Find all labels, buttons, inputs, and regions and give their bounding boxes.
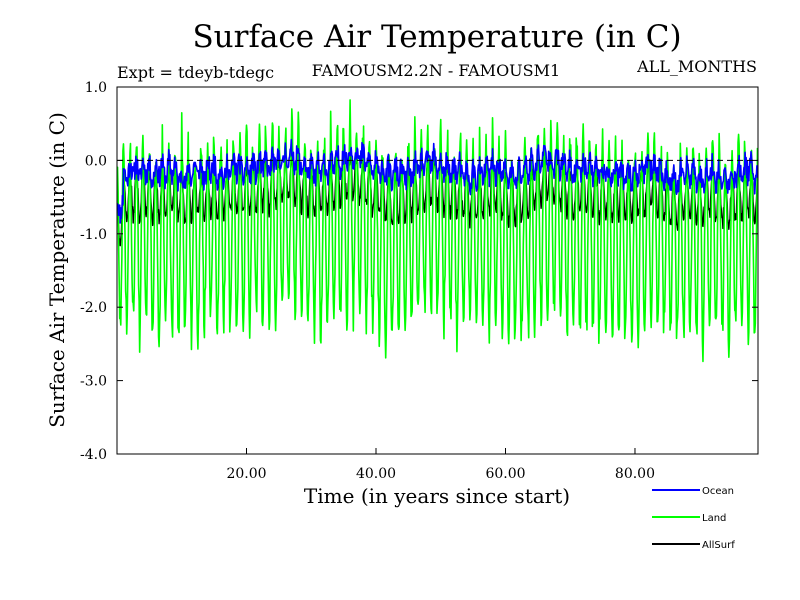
- y-tick-label: 0.0: [85, 153, 107, 169]
- legend-label-land: Land: [702, 513, 726, 524]
- chart-title: Surface Air Temperature (in C): [192, 19, 681, 55]
- y-tick-label: 1.0: [85, 80, 107, 96]
- x-tick-label: 80.00: [615, 466, 655, 482]
- chart-subtitle-left: Expt = tdeyb-tdegc: [117, 63, 274, 82]
- x-tick-label: 40.00: [356, 466, 396, 482]
- series-line-allsurf: [117, 156, 758, 247]
- legend-label-ocean: Ocean: [702, 486, 734, 497]
- plot-frame: [116, 86, 759, 455]
- y-axis-label: Surface Air Temperature (in C): [45, 112, 69, 428]
- x-axis: 20.00 40.00 60.00 80.00: [226, 448, 655, 482]
- x-tick-label: 60.00: [485, 466, 525, 482]
- y-tick-label: -2.0: [80, 300, 107, 316]
- x-tick-label: 20.00: [226, 466, 266, 482]
- series-line-land: [117, 99, 758, 363]
- y-axis: -4.0 -3.0 -2.0 -1.0 0.0 1.0: [80, 80, 758, 463]
- legend-label-allsurf: AllSurf: [702, 540, 735, 551]
- y-tick-label: -4.0: [80, 447, 107, 463]
- plot-series-layer: [117, 99, 758, 363]
- legend: Ocean Land AllSurf: [652, 486, 735, 551]
- chart-subtitle-right: ALL_MONTHS: [636, 57, 757, 76]
- chart-subtitle-center: FAMOUSM2.2N - FAMOUSM1: [312, 61, 560, 80]
- series-line-ocean: [117, 138, 758, 224]
- y-tick-label: -1.0: [80, 227, 107, 243]
- y-tick-label: -3.0: [80, 374, 107, 390]
- x-axis-label: Time (in years since start): [304, 484, 570, 508]
